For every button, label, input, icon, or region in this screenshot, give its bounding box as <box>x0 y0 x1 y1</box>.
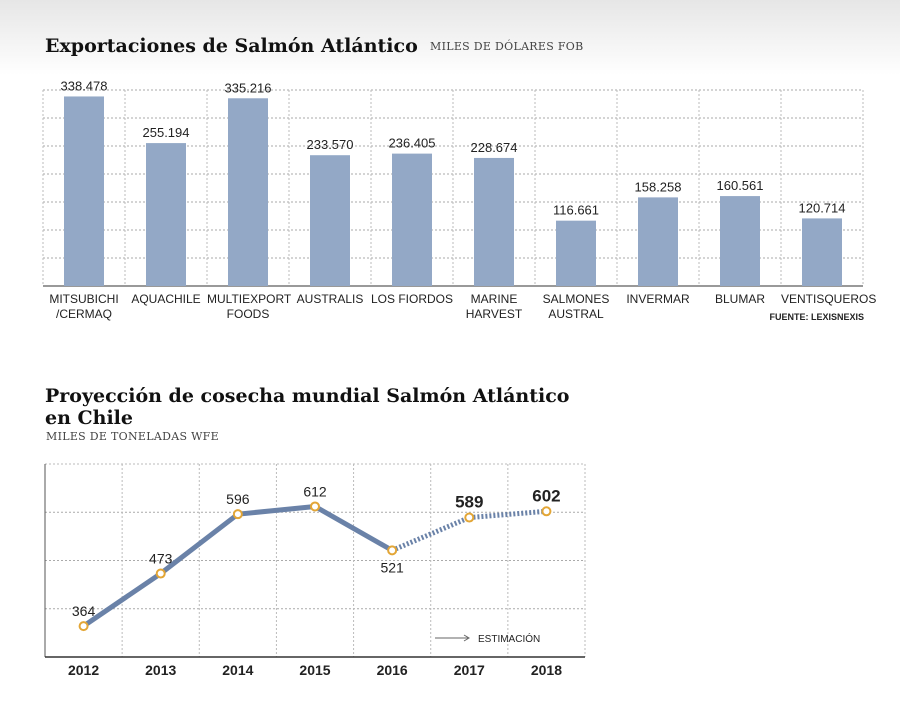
value-label: 228.674 <box>471 140 518 155</box>
bar <box>146 143 186 286</box>
point <box>155 568 166 579</box>
x-tick-label: AQUACHILE <box>131 292 201 306</box>
point <box>232 509 243 520</box>
value-label: 473 <box>149 551 173 567</box>
value-label: 335.216 <box>225 80 272 95</box>
legend-label: ESTIMACIÓN <box>478 632 540 645</box>
x-tick-label: LOS FIORDOS <box>371 292 454 306</box>
x-tick-label: 2013 <box>145 662 176 678</box>
x-tick-label: BLUMAR <box>714 292 765 306</box>
value-label: 612 <box>303 483 327 499</box>
value-label: 602 <box>532 486 560 505</box>
x-tick-label: VENTISQUEROS <box>781 292 877 306</box>
bar <box>392 153 432 286</box>
point <box>387 545 398 556</box>
value-label: 589 <box>455 493 483 512</box>
bar <box>556 220 596 286</box>
x-tick-label: AUSTRALIS <box>296 292 364 306</box>
x-tick-label: 2012 <box>68 662 99 678</box>
x-tick-label: MARINE HARVEST <box>465 292 523 321</box>
bar <box>638 197 678 286</box>
bar <box>720 196 760 286</box>
bar <box>64 96 104 286</box>
x-tick-label: MULTIEXPORT FOODS <box>207 292 292 321</box>
x-tick-label: SALMONES AUSTRAL <box>542 292 610 321</box>
point <box>541 506 552 517</box>
chart-title: Exportaciones de Salmón Atlántico <box>45 35 418 57</box>
legend-arrowhead <box>463 634 470 642</box>
source-note: FUENTE: LEXISNEXIS <box>769 312 864 322</box>
bar <box>802 218 842 286</box>
x-tick-label: INVERMAR <box>626 292 690 306</box>
value-label: 158.258 <box>635 179 682 194</box>
bar <box>310 155 350 286</box>
value-label: 521 <box>380 559 404 575</box>
x-tick-label: 2017 <box>454 662 485 678</box>
value-label: 364 <box>72 603 96 619</box>
value-label: 233.570 <box>307 137 354 152</box>
point <box>310 501 320 512</box>
x-tick-label: MITSUBICHI /CERMAQ <box>49 292 119 321</box>
point <box>464 512 475 523</box>
chart-subtitle: MILES DE DÓLARES FOB <box>430 40 584 53</box>
x-tick-label: 2015 <box>299 662 330 678</box>
value-label: 255.194 <box>143 125 190 140</box>
value-label: 596 <box>226 491 250 507</box>
bar <box>474 157 514 286</box>
chart-subtitle: MILES DE TONELADAS WFE <box>46 430 219 443</box>
x-tick-label: 2014 <box>222 662 253 678</box>
value-label: 236.405 <box>389 136 436 151</box>
x-tick-label: 2016 <box>377 662 408 678</box>
value-label: 116.661 <box>553 203 599 218</box>
point <box>78 621 89 632</box>
bar <box>228 98 268 286</box>
line <box>82 503 394 629</box>
chart-title: Proyección de cosecha mundial Salmón Atl… <box>45 385 570 429</box>
value-label: 338.478 <box>61 78 108 93</box>
x-tick-label: 2018 <box>531 662 562 678</box>
value-label: 160.561 <box>717 178 764 193</box>
value-label: 120.714 <box>799 200 846 215</box>
